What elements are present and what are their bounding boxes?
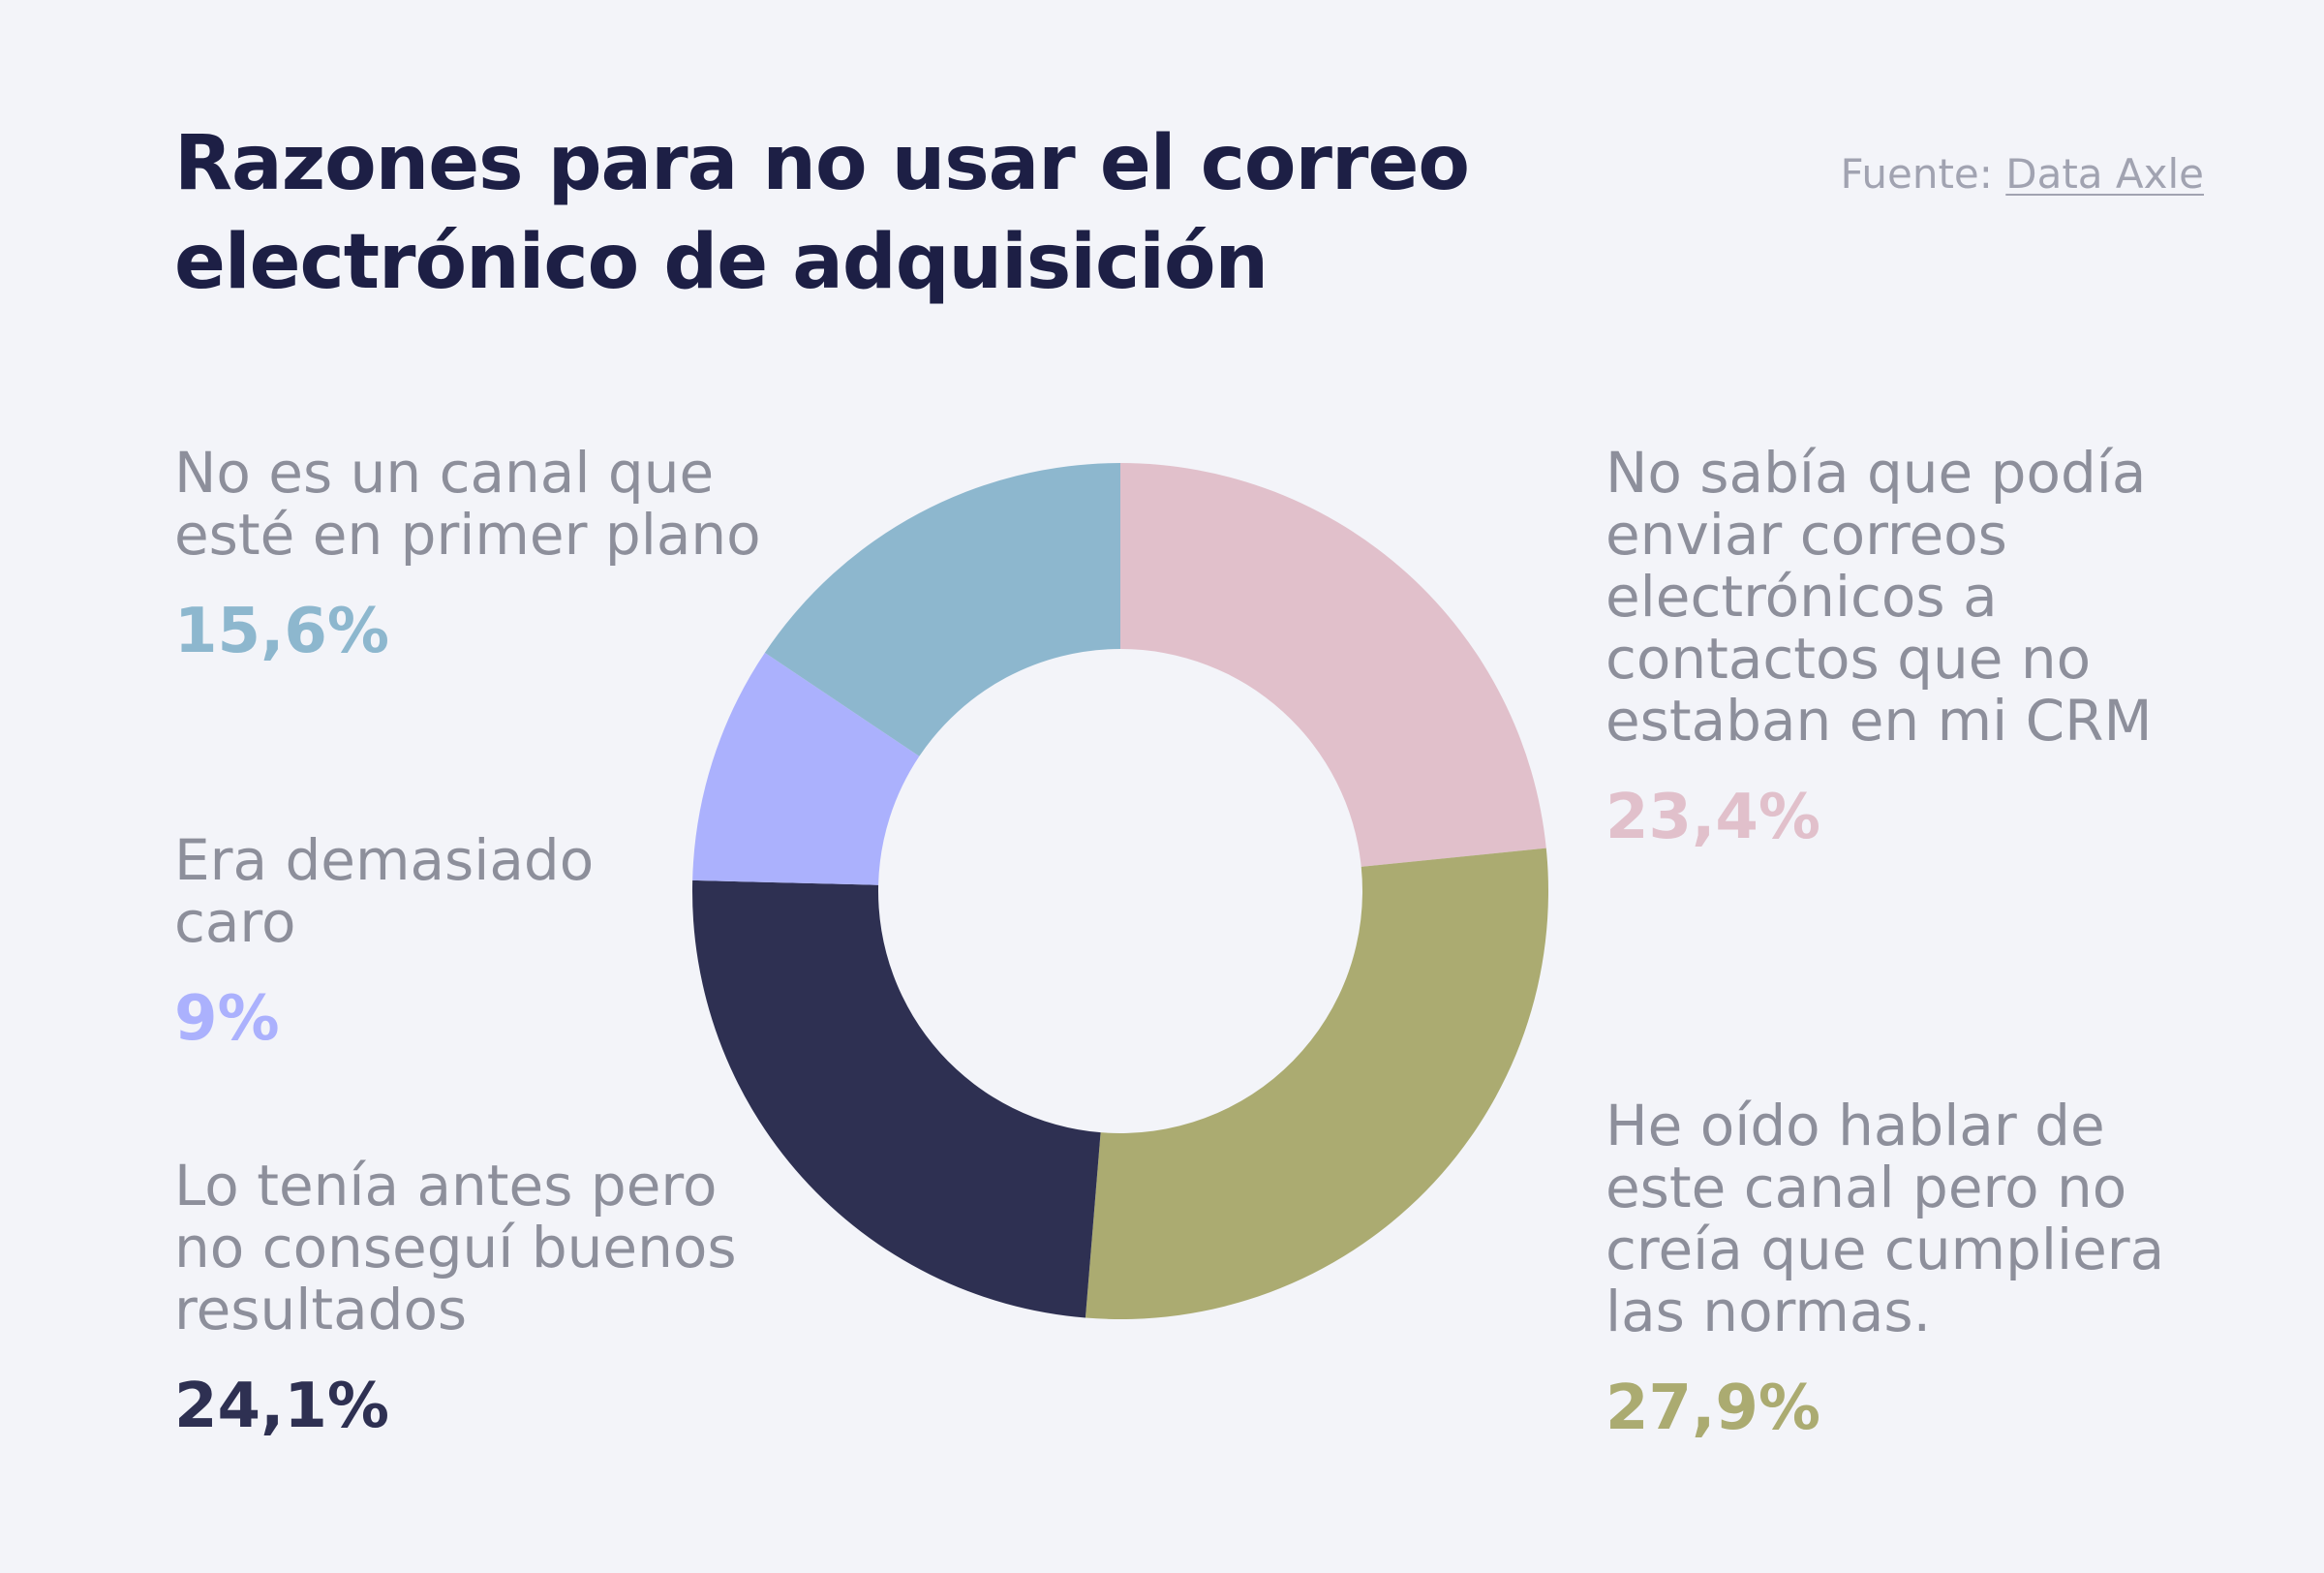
legend-item-caro: Era demasiado caro 9%	[174, 829, 775, 1058]
chart-title: Razones para no usar el correo electróni…	[174, 120, 1470, 306]
data-label-value: 15,6%	[174, 596, 390, 667]
source-link[interactable]: Data Axle	[2005, 150, 2204, 198]
legend-item-crm: No sabía que podía enviar correos electr…	[1605, 442, 2225, 856]
source-credit: Fuente: Data Axle	[1841, 147, 2205, 201]
legend-label: No es un canal que esté en primer plano	[174, 440, 761, 568]
legend-label: No sabía que podía enviar correos electr…	[1605, 440, 2153, 754]
legend-item-primer-plano: No es un canal que esté en primer plano …	[174, 442, 775, 670]
data-label-value: 23,4%	[1605, 782, 1821, 853]
donut-slice-3	[692, 652, 920, 885]
donut-slice-0	[1120, 463, 1546, 867]
legend-item-normas: He oído hablar de este canal pero no cre…	[1605, 1095, 2225, 1447]
legend-item-resultados: Lo tenía antes pero no conseguí buenos r…	[174, 1155, 775, 1445]
data-label-value: 27,9%	[1605, 1373, 1821, 1444]
data-label-value: 9%	[174, 983, 280, 1055]
legend-label: He oído hablar de este canal pero no cre…	[1605, 1093, 2165, 1344]
donut-slice-4	[764, 463, 1120, 756]
legend-label: Lo tenía antes pero no conseguí buenos r…	[174, 1153, 737, 1342]
donut-slice-1	[1085, 848, 1548, 1319]
data-label-value: 24,1%	[174, 1371, 390, 1442]
donut-slices	[692, 463, 1548, 1319]
source-prefix: Fuente:	[1840, 150, 1993, 198]
legend-label: Era demasiado caro	[174, 827, 595, 955]
donut-slice-2	[692, 879, 1101, 1318]
